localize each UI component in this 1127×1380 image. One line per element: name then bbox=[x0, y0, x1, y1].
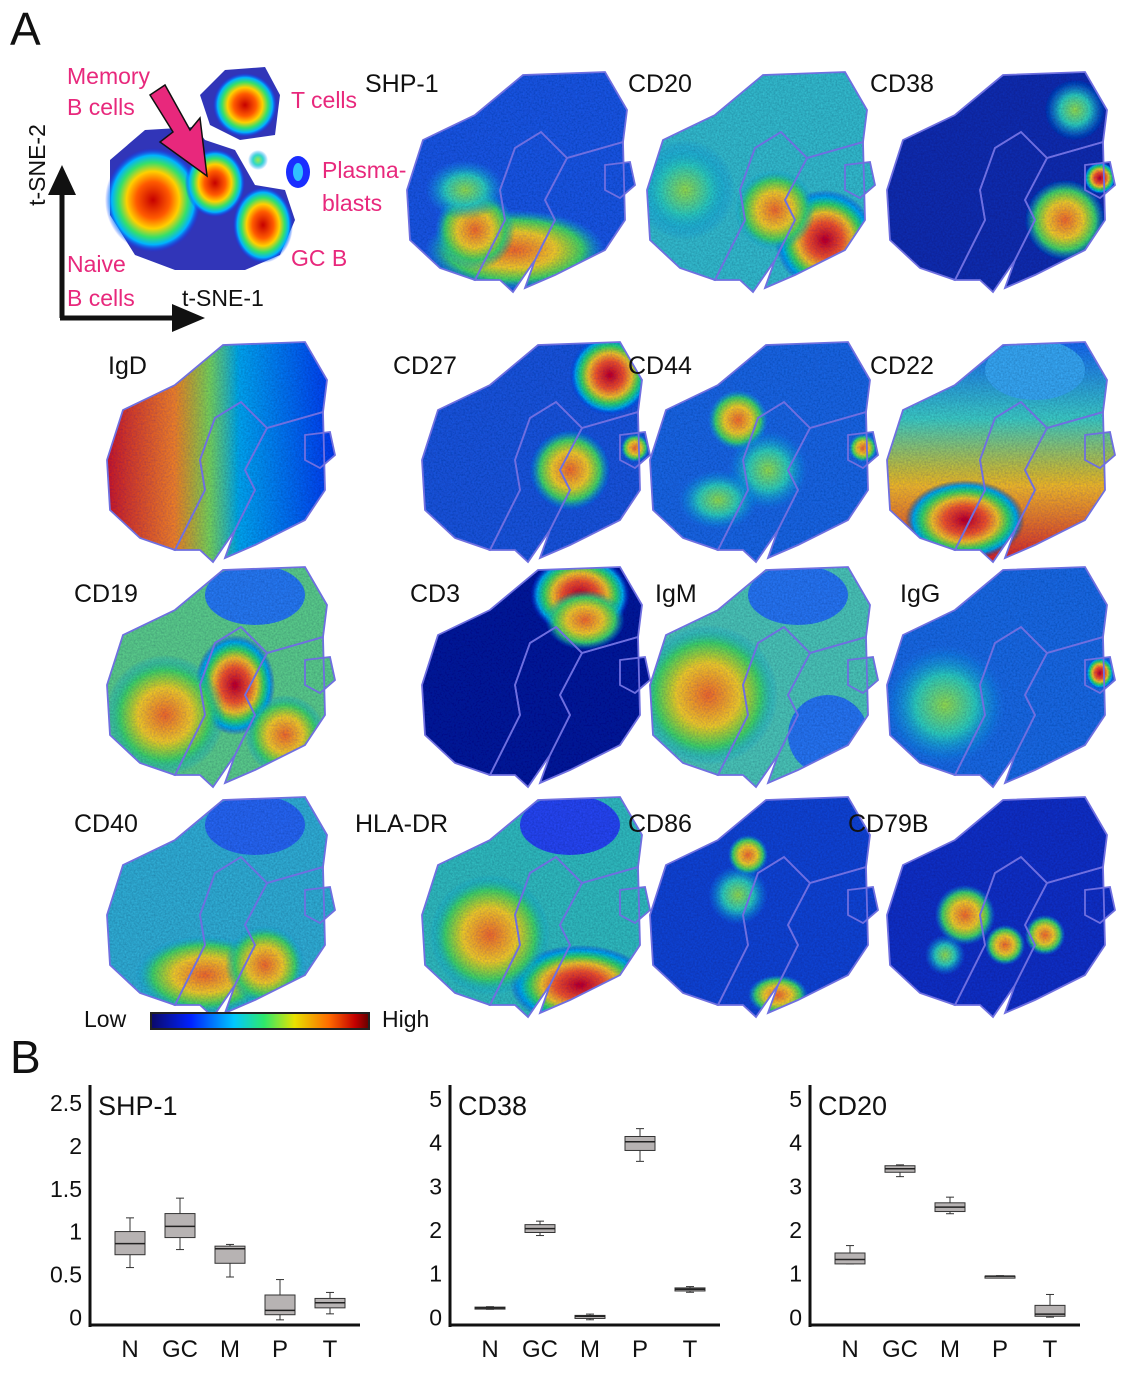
box-p bbox=[264, 1279, 296, 1321]
x-tick-label: P bbox=[632, 1336, 648, 1363]
box-m bbox=[214, 1243, 246, 1278]
box-p bbox=[984, 1275, 1016, 1279]
box-t bbox=[1034, 1293, 1066, 1318]
marker-map-shp-1 bbox=[406, 71, 636, 293]
x-tick-label: T bbox=[1043, 1336, 1058, 1363]
marker-label: CD79B bbox=[848, 810, 929, 838]
label-memory-line1: Memory bbox=[67, 63, 151, 89]
y-tick-label: 2 bbox=[69, 1133, 82, 1159]
y-tick-label: 0.5 bbox=[50, 1262, 82, 1288]
x-tick-label: P bbox=[272, 1336, 288, 1363]
marker-label: IgG bbox=[900, 580, 940, 608]
tsne-axes bbox=[48, 165, 205, 332]
box-n bbox=[474, 1306, 506, 1310]
y-tick-label: 4 bbox=[789, 1130, 802, 1156]
marker-label: CD38 bbox=[870, 70, 934, 98]
x-tick-label: M bbox=[220, 1336, 240, 1363]
boxplot-title: CD20 bbox=[818, 1091, 887, 1121]
boxplot-cd38: CD38 0 1 2 3 4 5 N GC M P T bbox=[429, 1085, 720, 1363]
x-tick-label: T bbox=[683, 1336, 698, 1363]
box-m bbox=[934, 1196, 966, 1215]
box-t bbox=[674, 1286, 706, 1293]
boxplot-shp1: SHP-1 0 0.5 1 1.5 2 2.5 N GC M P T bbox=[50, 1085, 360, 1363]
marker-label: CD40 bbox=[74, 810, 138, 838]
marker-label: CD22 bbox=[870, 352, 934, 380]
box-n bbox=[834, 1245, 866, 1265]
y-tick-label: 3 bbox=[789, 1173, 802, 1199]
boxplot-title: SHP-1 bbox=[98, 1091, 178, 1121]
axis-x-label: t-SNE-1 bbox=[182, 285, 264, 311]
box-m bbox=[574, 1313, 606, 1321]
boxplot-cd20: CD20 0 1 2 3 4 5 N GC M P T bbox=[789, 1085, 1080, 1363]
y-tick-label: 2 bbox=[429, 1217, 442, 1243]
axis-y-label: t-SNE-2 bbox=[24, 124, 50, 206]
label-naive-line2: B cells bbox=[67, 285, 135, 311]
overview-density-map bbox=[105, 67, 310, 270]
x-tick-label: M bbox=[940, 1336, 960, 1363]
panel-b-label: B bbox=[10, 1031, 41, 1083]
legend-high: High bbox=[382, 1006, 430, 1032]
label-t-cells: T cells bbox=[291, 87, 357, 113]
marker-label: CD27 bbox=[393, 352, 457, 380]
y-tick-label: 1 bbox=[789, 1261, 802, 1287]
x-tick-label: GC bbox=[522, 1336, 558, 1363]
marker-label: CD19 bbox=[74, 580, 138, 608]
box-gc bbox=[524, 1220, 556, 1237]
label-memory-line2: B cells bbox=[67, 94, 135, 120]
y-tick-label: 2.5 bbox=[50, 1090, 82, 1116]
label-gc-b: GC B bbox=[291, 245, 347, 271]
boxplot-title: CD38 bbox=[458, 1091, 527, 1121]
y-tick-label: 1.5 bbox=[50, 1176, 82, 1202]
tsne-maps: t-SNE-2 t-SNE-1 Memory B cells T cells P… bbox=[24, 63, 1116, 1018]
label-plasmablasts-line2: blasts bbox=[322, 190, 382, 216]
marker-label: IgD bbox=[108, 352, 147, 380]
marker-label: SHP-1 bbox=[365, 70, 439, 98]
y-tick-label: 0 bbox=[69, 1304, 82, 1330]
x-tick-label: N bbox=[841, 1336, 858, 1363]
x-tick-label: N bbox=[481, 1336, 498, 1363]
label-naive-line1: Naive bbox=[67, 251, 126, 277]
marker-map-cd40 bbox=[106, 796, 336, 1018]
legend-low: Low bbox=[84, 1006, 127, 1032]
y-tick-label: 5 bbox=[429, 1086, 442, 1112]
x-tick-label: GC bbox=[882, 1336, 918, 1363]
y-tick-label: 2 bbox=[789, 1217, 802, 1243]
marker-label: CD44 bbox=[628, 352, 692, 380]
box-gc bbox=[164, 1197, 196, 1251]
y-tick-label: 0 bbox=[429, 1304, 442, 1330]
box-n bbox=[114, 1217, 146, 1269]
y-tick-label: 5 bbox=[789, 1086, 802, 1112]
box-t bbox=[314, 1291, 346, 1315]
memory-arrow-icon bbox=[148, 83, 208, 178]
box-gc bbox=[884, 1164, 916, 1178]
label-plasmablasts-line1: Plasma- bbox=[322, 157, 406, 183]
marker-map-cd19 bbox=[106, 566, 336, 788]
marker-map-cd20 bbox=[646, 71, 876, 293]
marker-label: IgM bbox=[655, 580, 697, 608]
x-tick-label: P bbox=[992, 1336, 1008, 1363]
marker-map-hla-dr bbox=[421, 796, 651, 1018]
marker-label: CD86 bbox=[628, 810, 692, 838]
x-tick-label: N bbox=[121, 1336, 138, 1363]
marker-label: CD20 bbox=[628, 70, 692, 98]
panel-a-label: A bbox=[10, 3, 41, 55]
x-tick-label: GC bbox=[162, 1336, 198, 1363]
marker-map-cd38 bbox=[886, 71, 1116, 293]
y-tick-label: 3 bbox=[429, 1173, 442, 1199]
marker-map-cd22 bbox=[886, 341, 1116, 563]
box-p bbox=[624, 1128, 656, 1162]
y-tick-label: 1 bbox=[69, 1219, 82, 1245]
x-tick-label: M bbox=[580, 1336, 600, 1363]
y-tick-label: 0 bbox=[789, 1304, 802, 1330]
x-tick-label: T bbox=[323, 1336, 338, 1363]
marker-label: CD3 bbox=[410, 580, 460, 608]
marker-label: HLA-DR bbox=[355, 810, 448, 838]
y-tick-label: 1 bbox=[429, 1261, 442, 1287]
y-tick-label: 4 bbox=[429, 1130, 442, 1156]
color-scale-bar bbox=[150, 1012, 370, 1030]
